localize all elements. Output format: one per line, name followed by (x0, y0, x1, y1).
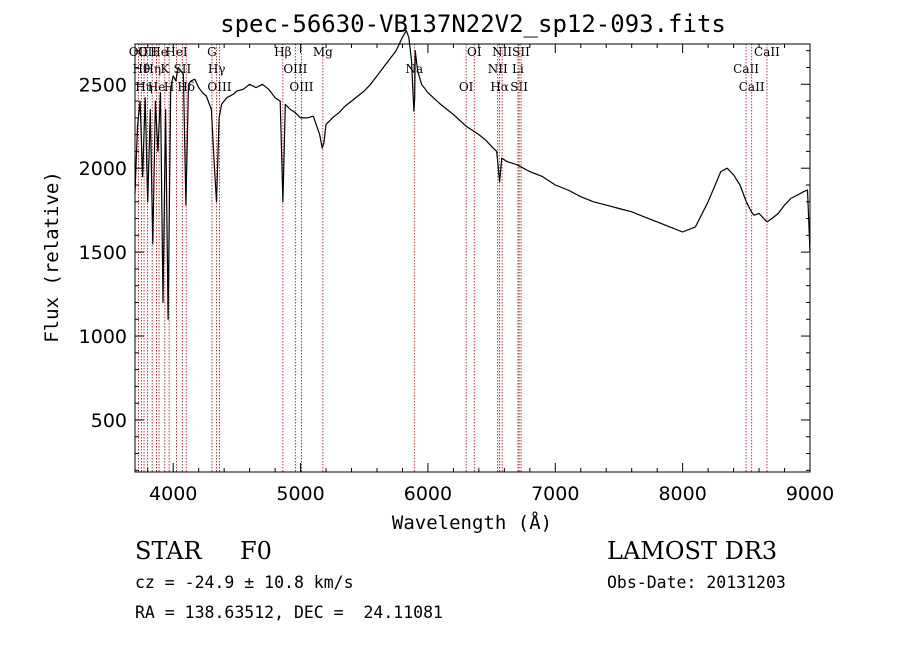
object-class: STAR (135, 537, 202, 565)
spectral-line-label: OI (459, 80, 474, 94)
spectral-line-label: Hα (490, 80, 509, 94)
spectral-line-label: OIII (289, 80, 313, 94)
spectral-line-label: Hθ (133, 62, 151, 76)
survey-name: LAMOST DR3 (607, 537, 778, 565)
spectral-line-label: SII (174, 62, 192, 76)
spectral-line-label: Na (405, 62, 423, 76)
spectral-line-label: Hδ (177, 80, 195, 94)
flux-series-line (134, 30, 811, 320)
y-axis-label: Flux (relative) (41, 171, 63, 343)
spectral-line-label: He (148, 80, 166, 94)
spectral-line-label: CaII (739, 80, 765, 94)
spectral-line-label: OII (129, 45, 149, 59)
spectral-line-label: OIII (207, 80, 231, 94)
y-tick-label: 1500 (79, 242, 127, 264)
y-tick-label: 2500 (79, 74, 127, 96)
plot-frame (134, 43, 811, 473)
x-tick-label: 6000 (404, 483, 452, 505)
spectral-line-label: He (150, 45, 168, 59)
spectral-line-label: Li (512, 62, 524, 76)
spectral-line-label: Hη (135, 80, 153, 94)
spectral-line-label: K (160, 62, 170, 76)
x-tick-label: 7000 (531, 483, 579, 505)
chart-title: spec-56630-VB137N22V2_sp12-093.fits (220, 10, 726, 38)
spectral-line-label: CaII (754, 45, 780, 59)
object-subclass: F0 (240, 537, 272, 565)
spectral-line-label: G (207, 45, 217, 59)
x-tick-label: 4000 (149, 483, 197, 505)
spectral-line-label: OI (467, 45, 482, 59)
data-layer (134, 30, 811, 320)
spectral-line-label: CaII (733, 62, 759, 76)
spectral-line-label: SII (512, 45, 530, 59)
x-axis-label: Wavelength (Å) (392, 511, 552, 534)
spectral-line-label: OIII (283, 62, 307, 76)
y-tick-label: 500 (91, 410, 127, 432)
y-tick-label: 2000 (79, 158, 127, 180)
spectral-line-label: Hβ (274, 45, 291, 59)
observation-date: Obs-Date: 20131203 (607, 573, 786, 592)
spectral-lines-layer: OIIHθHηOIIHηHeHeKHHeISIIHδGHγOIIIHβOIIIO… (129, 44, 780, 472)
spectral-line-label: NII (492, 45, 512, 59)
x-tick-label: 9000 (786, 483, 834, 505)
x-tick-label: 5000 (276, 483, 324, 505)
ticks-layer: 4000 5000 6000 7000 8000 9000 500 1000 1500 2000 2… (79, 44, 834, 505)
spectral-line-label: H (164, 80, 174, 94)
sky-coordinates: RA = 138.63512, DEC = 24.11081 (135, 603, 443, 622)
y-tick-label: 1000 (79, 326, 127, 348)
spectral-line-label: Mg (313, 45, 333, 59)
redshift-velocity: cz = -24.9 ± 10.8 km/s (135, 573, 354, 592)
x-tick-label: 8000 (658, 483, 706, 505)
spectral-line-label: NII (488, 62, 508, 76)
spectral-line-label: SII (510, 80, 528, 94)
spectral-line-label: HeI (165, 45, 188, 59)
spectral-line-label: Hη (143, 62, 161, 76)
spectral-line-label: Hγ (208, 62, 226, 76)
